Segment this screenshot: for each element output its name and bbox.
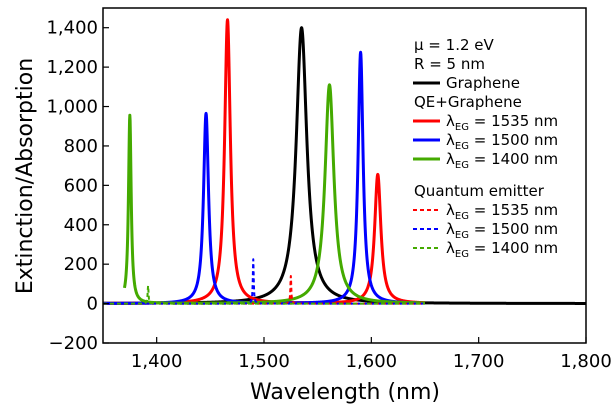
y-tick-label: 600 [64, 175, 98, 196]
x-tick-label: 1,600 [346, 351, 398, 372]
legend-group-title: QE+Graphene [414, 93, 522, 111]
series-line-6 [102, 284, 426, 305]
legend: μ = 1.2 eVR = 5 nmGrapheneQE+GrapheneλEG… [413, 36, 558, 260]
y-tick-label: 1,000 [46, 97, 98, 118]
legend-entry-label: λEG = 1500 nm [446, 220, 558, 241]
legend-entry-label: λEG = 1400 nm [446, 239, 558, 260]
y-tick-label: 400 [64, 215, 98, 236]
x-tick-label: 1,500 [238, 351, 290, 372]
ticks-layer: 1,400 1,500 1,600 1,700 1,800 −200 0 200 400 600 8… [46, 18, 611, 372]
legend-entry-label: λEG = 1500 nm [446, 131, 558, 152]
series-layer [101, 18, 588, 305]
legend-entry-label: λEG = 1535 nm [446, 201, 558, 222]
series-line-1 [101, 18, 427, 305]
y-tick-label: −200 [49, 333, 98, 354]
legend-annotation: μ = 1.2 eV [414, 36, 494, 54]
x-tick-label: 1,800 [560, 351, 612, 372]
x-axis-label: Wavelength (nm) [250, 380, 440, 405]
y-tick-label: 0 [87, 294, 98, 315]
x-tick-label: 1,400 [131, 351, 183, 372]
y-axis-label: Extinction/Absorption [13, 58, 38, 294]
plot-frame [102, 7, 587, 344]
y-tick-label: 800 [64, 136, 98, 157]
y-tick-label: 1,400 [46, 18, 98, 39]
legend-group-title: Quantum emitter [414, 182, 545, 200]
legend-entry-label: Graphene [446, 74, 520, 92]
y-tick-label: 1,200 [46, 57, 98, 78]
legend-annotation: R = 5 nm [414, 55, 485, 73]
y-tick-label: 200 [64, 254, 98, 275]
legend-entry-label: λEG = 1535 nm [446, 112, 558, 133]
x-tick-label: 1,700 [453, 351, 505, 372]
legend-entry-label: λEG = 1400 nm [446, 150, 558, 171]
